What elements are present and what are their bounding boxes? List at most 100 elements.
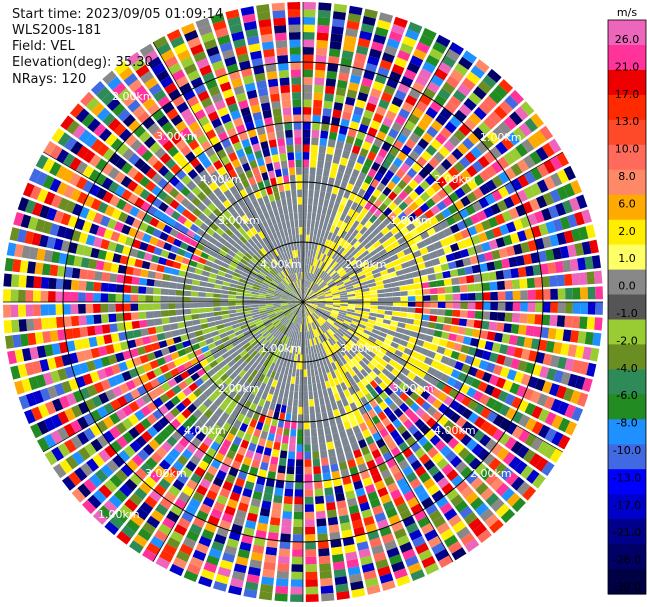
gate-cell xyxy=(338,125,348,135)
gate-cell xyxy=(586,271,595,285)
gate-cell xyxy=(406,342,415,350)
colorbar-tick-label: 6.0 xyxy=(618,197,636,210)
gate-cell xyxy=(534,237,545,250)
gate-cell xyxy=(422,308,431,315)
gate-cell xyxy=(345,199,354,208)
gate-cell xyxy=(337,228,344,237)
gate-cell xyxy=(351,67,363,77)
gate-cell xyxy=(430,302,438,308)
gate-cell xyxy=(530,113,544,128)
gate-cell xyxy=(348,5,363,16)
gate-cell xyxy=(367,278,376,284)
gate-cell xyxy=(303,234,306,243)
gate-cell xyxy=(312,258,317,267)
gate-cell xyxy=(349,74,362,85)
gate-cell xyxy=(365,257,375,264)
gate-cell xyxy=(325,256,332,264)
gate-cell xyxy=(310,303,318,306)
gate-cell xyxy=(467,132,480,145)
gate-cell xyxy=(525,265,534,277)
gate-cell xyxy=(369,48,382,59)
gate-cell xyxy=(461,77,476,91)
gate-cell xyxy=(380,91,393,103)
gate-cell xyxy=(418,269,428,276)
gate-cell xyxy=(431,336,441,345)
gate-cell xyxy=(490,203,501,215)
gate-cell xyxy=(485,229,495,240)
gate-cell xyxy=(508,207,520,220)
gate-cell xyxy=(320,214,326,223)
gate-cell xyxy=(303,294,306,302)
gate-cell xyxy=(507,132,520,146)
gate-cell xyxy=(586,362,597,377)
gate-cell xyxy=(385,110,397,121)
gate-cell xyxy=(310,152,318,161)
gate-cell xyxy=(310,297,318,300)
gate-cell xyxy=(333,253,341,261)
gate-cell xyxy=(317,298,326,301)
gate-cell xyxy=(391,281,400,288)
gate-cell xyxy=(333,235,340,244)
gate-cell xyxy=(372,34,387,45)
gate-cell xyxy=(466,275,475,284)
gate-cell xyxy=(330,271,338,279)
gate-cell xyxy=(495,322,505,332)
gate-cell xyxy=(399,285,408,291)
gate-cell xyxy=(373,208,383,218)
gate-cell xyxy=(446,153,458,166)
gate-cell xyxy=(403,347,413,356)
gate-cell xyxy=(332,308,340,312)
gate-cell xyxy=(303,204,308,213)
gate-cell xyxy=(385,297,393,302)
gate-cell xyxy=(448,95,462,109)
gate-cell xyxy=(366,322,375,329)
gate-cell xyxy=(466,178,478,191)
gate-cell xyxy=(463,98,477,111)
gate-cell xyxy=(343,190,351,199)
gate-cell xyxy=(318,300,326,302)
gate-cell xyxy=(392,157,404,168)
gate-cell xyxy=(514,106,529,121)
gate-cell xyxy=(451,148,464,160)
gate-cell xyxy=(398,108,410,120)
gate-cell xyxy=(350,323,358,329)
gate-cell xyxy=(454,187,466,199)
gate-cell xyxy=(315,54,327,64)
gate-cell xyxy=(393,245,403,254)
gate-cell xyxy=(412,218,422,228)
gate-cell xyxy=(315,267,320,276)
gate-cell xyxy=(577,257,587,271)
gate-cell xyxy=(450,69,464,83)
gate-cell xyxy=(303,54,314,63)
gate-cell xyxy=(419,202,430,213)
gate-cell xyxy=(344,35,357,45)
gate-cell xyxy=(409,244,419,253)
gate-cell xyxy=(490,302,498,311)
gate-cell xyxy=(392,296,401,302)
gate-cell xyxy=(353,251,361,259)
gate-cell xyxy=(362,305,371,309)
gate-cell xyxy=(406,284,415,290)
gate-cell xyxy=(375,317,384,323)
gate-cell xyxy=(392,291,401,297)
gate-cell xyxy=(310,159,317,168)
gate-cell xyxy=(353,312,362,317)
gate-cell xyxy=(460,344,470,354)
gate-cell xyxy=(321,285,329,291)
gate-cell xyxy=(362,15,376,26)
gate-cell xyxy=(370,120,381,130)
gate-cell xyxy=(547,327,557,340)
gate-cell xyxy=(309,167,316,176)
gate-cell xyxy=(316,268,322,276)
gate-cell xyxy=(466,71,481,85)
gate-cell xyxy=(577,331,587,344)
gate-cell xyxy=(303,107,312,115)
gate-cell xyxy=(387,329,396,337)
gate-cell xyxy=(513,243,523,255)
gate-cell xyxy=(516,159,530,173)
gate-cell xyxy=(388,201,398,211)
gate-cell xyxy=(410,350,420,359)
gate-cell xyxy=(481,320,490,330)
gate-cell xyxy=(325,305,333,308)
gate-cell xyxy=(361,288,370,293)
